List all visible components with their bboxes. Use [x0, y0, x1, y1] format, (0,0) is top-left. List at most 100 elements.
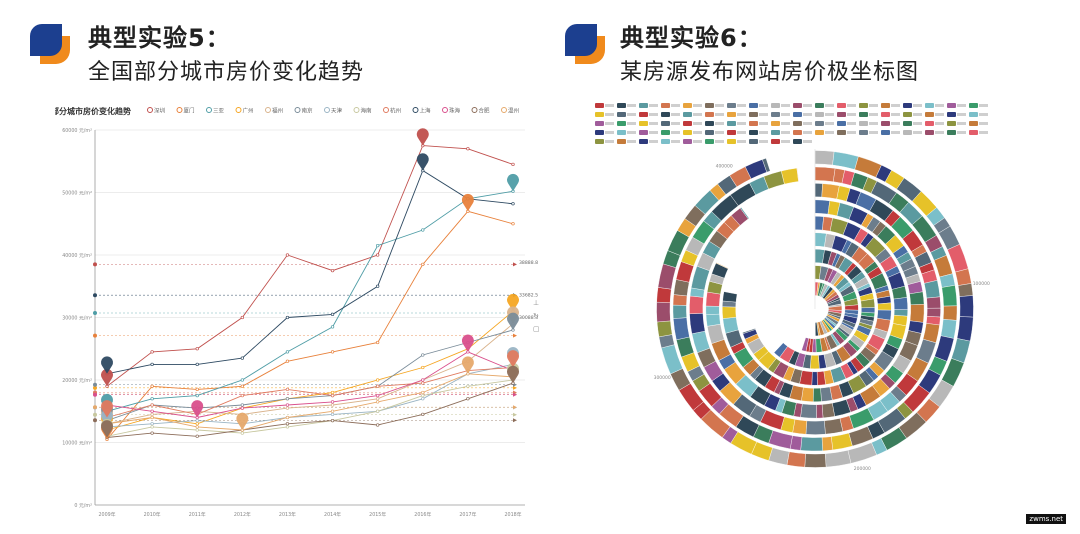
legend-label-stub [979, 113, 988, 116]
legend-label-stub [627, 113, 636, 116]
data-point [195, 362, 199, 367]
data-point [466, 384, 470, 388]
data-point [421, 353, 425, 357]
legend-swatch [859, 130, 868, 135]
legend-swatch [595, 139, 604, 144]
legend-swatch [815, 130, 824, 135]
markline-arrow [513, 418, 517, 423]
polar-bar-segment [762, 158, 771, 173]
polar-bar-segment [656, 320, 673, 338]
polar-bar-segment [656, 287, 672, 303]
markline-start [93, 382, 97, 387]
data-point [195, 347, 199, 351]
polar-bar-segment [959, 295, 974, 318]
polar-bar-segment [941, 285, 958, 307]
legend-label-stub [847, 122, 856, 125]
legend-label-stub [935, 113, 944, 116]
polar-bar-segment [814, 216, 824, 231]
legend-swatch [859, 103, 868, 108]
legend-swatch [925, 130, 934, 135]
line-chart-title: 全国部分城市房价变化趋势 [55, 106, 131, 116]
legend-label: 广州 [243, 107, 254, 115]
legend-swatch [661, 130, 670, 135]
legend-label-stub [935, 122, 944, 125]
data-point [330, 409, 335, 413]
legend-label-stub [627, 122, 636, 125]
data-point [285, 387, 290, 392]
legend-marker [383, 107, 389, 113]
legend-swatch [595, 130, 604, 135]
value-pin-marker [507, 293, 519, 312]
legend-marker [324, 107, 330, 113]
data-point [330, 312, 335, 317]
markline-start [93, 412, 97, 417]
data-point [195, 393, 199, 398]
legend-label-stub [715, 131, 724, 134]
legend-swatch [881, 103, 890, 108]
legend-label-stub [781, 104, 790, 107]
data-point [285, 359, 290, 363]
x-tick-label: 2014年 [324, 511, 341, 518]
right-subtitle: 某房源发布网站房价极坐标图 [620, 60, 920, 85]
polar-bar-segment [814, 150, 835, 166]
legend-label-stub [781, 131, 790, 134]
legend-label-stub [715, 140, 724, 143]
legend-marker [412, 107, 419, 113]
value-pin-marker [101, 420, 114, 438]
legend-label-stub [671, 113, 680, 116]
data-point [466, 147, 470, 151]
markline-label: 30088.3 [519, 315, 538, 321]
legend-swatch [859, 112, 868, 117]
data-point [511, 162, 515, 167]
data-point [376, 284, 380, 288]
legend-label-stub [957, 122, 966, 125]
series-line [106, 310, 514, 431]
polar-bar-segment [814, 166, 836, 182]
legend-swatch [639, 139, 648, 144]
value-pin-marker [507, 312, 519, 330]
data-point [195, 425, 199, 429]
legend-label-stub [759, 131, 768, 134]
legend-swatch [705, 121, 714, 126]
right-title: 典型实验6： [620, 24, 763, 52]
logo-mark-right [565, 24, 605, 64]
legend-marker [471, 107, 478, 113]
legend-swatch [727, 139, 736, 144]
legend-label-stub [957, 113, 966, 116]
legend-label-stub [693, 131, 702, 134]
polar-bar-segment [689, 295, 704, 315]
legend-swatch [903, 130, 912, 135]
legend-label-stub [715, 104, 724, 107]
legend-swatch [947, 130, 956, 135]
polar-bar-segment [722, 291, 738, 303]
data-point [240, 431, 244, 435]
legend-label: 温州 [508, 107, 519, 115]
data-point [376, 393, 380, 398]
legend-label: 珠海 [449, 107, 461, 115]
legend-swatch [639, 121, 648, 126]
polar-bar-segment [672, 294, 688, 306]
value-pin-marker [461, 356, 474, 374]
data-point [330, 403, 335, 407]
radial-tick-label: 300000 [654, 375, 671, 381]
series-line [106, 367, 514, 418]
legend-label: 三亚 [213, 108, 225, 115]
legend-label-stub [913, 131, 922, 134]
value-pin-marker [101, 400, 114, 418]
value-pin-marker [507, 173, 519, 192]
polar-bar-segment [705, 305, 720, 315]
legend-swatch [749, 130, 758, 135]
markline-start [93, 333, 97, 338]
legend-label-stub [979, 131, 988, 134]
data-point [240, 384, 244, 388]
legend-label-stub [715, 122, 724, 125]
legend-swatch [815, 112, 824, 117]
polar-bar-segment [957, 283, 974, 297]
legend-label-stub [935, 131, 944, 134]
value-pin-marker [191, 400, 204, 418]
legend-swatch [969, 103, 978, 108]
value-pin-marker [507, 350, 519, 368]
data-point [150, 409, 154, 413]
series-line [106, 329, 514, 422]
polar-bar-segment [673, 317, 690, 341]
